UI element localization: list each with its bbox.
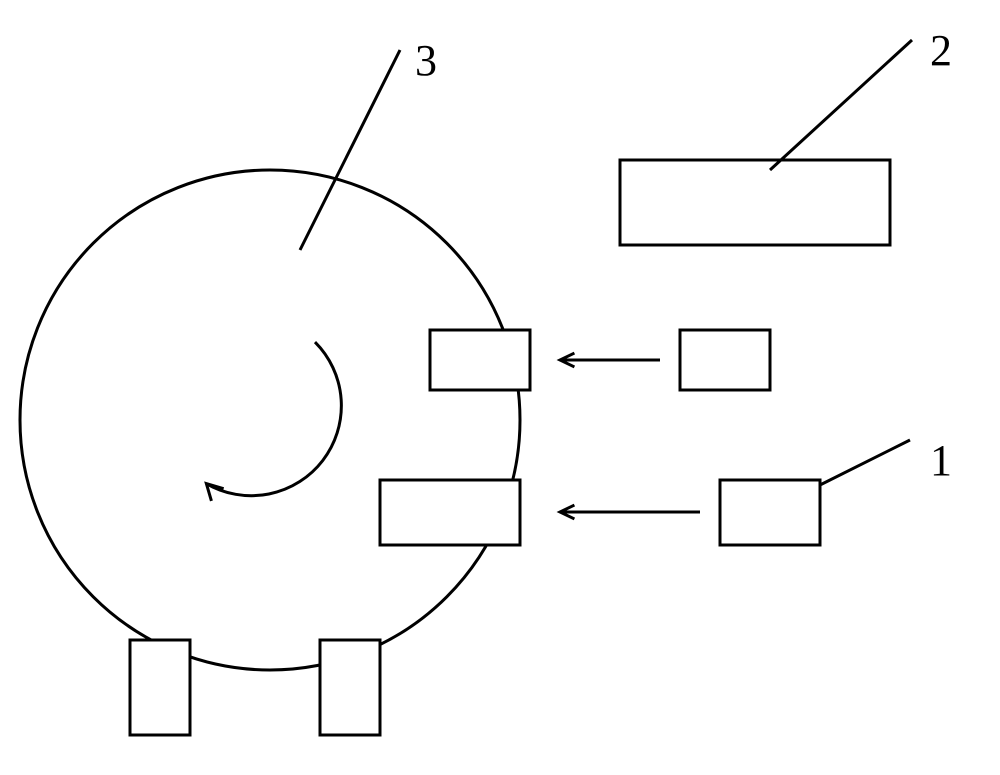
rect-low-on — [380, 480, 520, 545]
label-1-leader — [820, 440, 910, 485]
rect-bottom-right — [320, 640, 380, 735]
main-circle — [20, 170, 520, 670]
rotation-arc — [206, 342, 341, 496]
rect-mid-on — [430, 330, 530, 390]
rect-top-large — [620, 160, 890, 245]
rect-low-off — [720, 480, 820, 545]
label-3-leader — [300, 50, 400, 250]
rect-bottom-left — [130, 640, 190, 735]
label-1: 1 — [930, 436, 952, 485]
label-2: 2 — [930, 26, 952, 75]
label-2-leader — [770, 40, 912, 170]
rect-mid-off — [680, 330, 770, 390]
label-3: 3 — [415, 36, 437, 85]
